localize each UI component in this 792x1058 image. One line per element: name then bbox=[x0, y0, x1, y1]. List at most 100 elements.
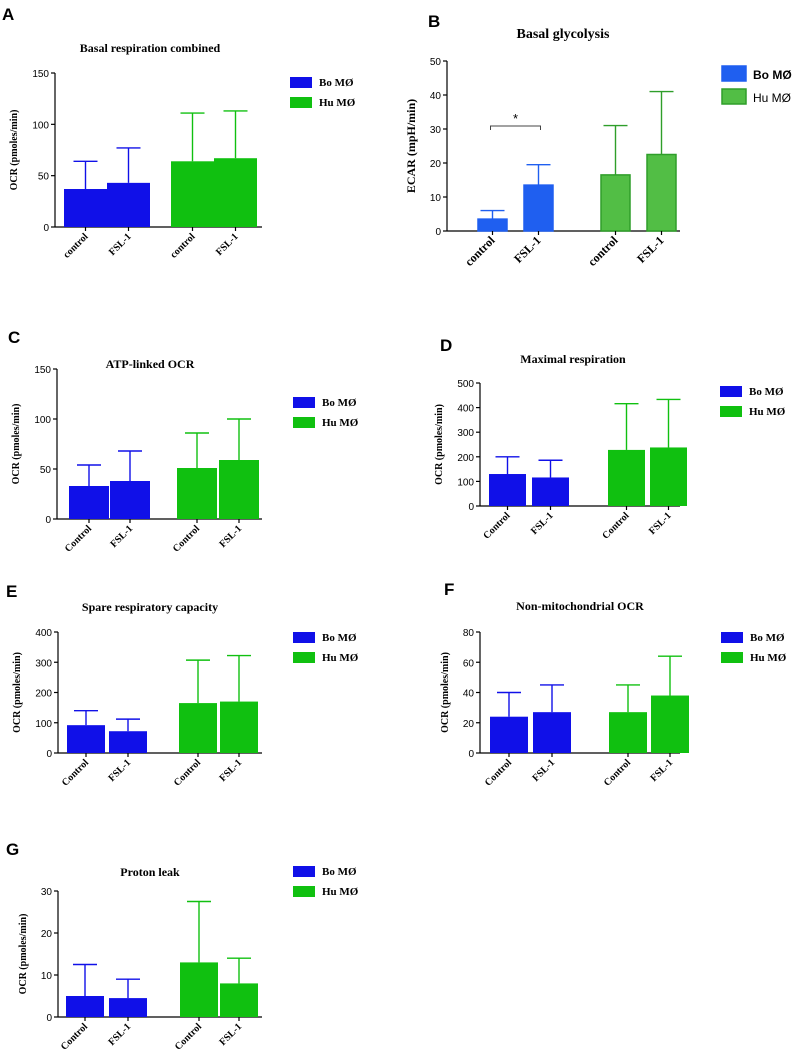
bar-bo-fsl-1 bbox=[532, 477, 569, 506]
legend-label-bo: Bo MØ bbox=[750, 632, 785, 644]
y-tick-label: 0 bbox=[46, 749, 52, 760]
y-tick-label: 30 bbox=[430, 125, 442, 136]
chart-panel-d: D Maximal respiration 0 100 200 300 400 500 OCR … bbox=[434, 336, 786, 542]
y-tick-label: 300 bbox=[35, 658, 52, 669]
y-axis-label: OCR (pmoles/min) bbox=[18, 914, 29, 995]
bar-bo-fsl-1 bbox=[523, 184, 554, 232]
legend-label-hu: Hu MØ bbox=[322, 652, 359, 664]
x-category-label: Control bbox=[59, 1021, 90, 1052]
panel-letter: C bbox=[8, 328, 20, 347]
chart-panel-f: F Non-mitochondrial OCR 0 20 40 60 80 OCR (pmol… bbox=[440, 580, 787, 789]
bar-hu-fsl-1 bbox=[220, 983, 258, 1017]
legend-swatch-hu bbox=[293, 652, 315, 663]
significance-marker: * bbox=[513, 111, 518, 126]
bar-bo-fsl-1 bbox=[533, 712, 571, 753]
bar-bo-control bbox=[66, 996, 104, 1017]
y-tick-label: 10 bbox=[41, 971, 53, 982]
y-tick-label: 200 bbox=[457, 453, 474, 464]
panel-letter: A bbox=[2, 5, 14, 24]
x-category-label: FSL-1 bbox=[107, 231, 134, 258]
y-tick-label: 150 bbox=[34, 365, 51, 376]
legend-label-bo: Bo MØ bbox=[322, 866, 357, 878]
chart-title: Non-mitochondrial OCR bbox=[516, 599, 644, 613]
y-tick-label: 0 bbox=[43, 223, 49, 234]
bar-bo-fsl-1 bbox=[109, 731, 147, 753]
bar-hu-control bbox=[177, 468, 217, 519]
y-tick-label: 40 bbox=[463, 689, 475, 700]
bar-hu-control bbox=[600, 174, 631, 232]
y-tick-label: 0 bbox=[45, 515, 51, 526]
x-category-label: FSL-1 bbox=[214, 231, 241, 258]
x-category-label: FSL-1 bbox=[108, 523, 135, 550]
bar-bo-control bbox=[489, 474, 526, 506]
legend-label-bo: Bo MØ bbox=[319, 77, 354, 89]
x-category-label: Control bbox=[602, 757, 633, 788]
legend-swatch-hu bbox=[290, 97, 312, 108]
bar-hu-control bbox=[171, 161, 214, 227]
y-tick-label: 0 bbox=[435, 227, 441, 238]
legend-label-hu: Hu MØ bbox=[749, 406, 786, 418]
x-category-label: FSL-1 bbox=[217, 757, 244, 784]
bar-bo-control bbox=[490, 716, 528, 753]
chart-title: Proton leak bbox=[120, 865, 180, 879]
legend-label-bo: Bo MØ bbox=[322, 397, 357, 409]
y-tick-label: 20 bbox=[463, 719, 475, 730]
x-category-label: FSL-1 bbox=[217, 523, 244, 550]
y-axis-label: OCR (pmoles/min) bbox=[11, 404, 22, 485]
panel-letter: D bbox=[440, 336, 452, 355]
chart-panel-c: C ATP-linked OCR 0 50 100 150 OCR (pmoles/min)… bbox=[8, 328, 359, 555]
panel-letter: E bbox=[6, 582, 17, 601]
legend-label-bo: Bo MØ bbox=[753, 68, 792, 82]
y-tick-label: 200 bbox=[35, 689, 52, 700]
x-category-label: FSL-1 bbox=[648, 757, 675, 784]
legend-swatch-bo bbox=[720, 386, 742, 397]
chart-title: Basal glycolysis bbox=[517, 27, 611, 42]
legend-swatch-hu bbox=[721, 652, 743, 663]
y-axis-label: OCR (pmoles/min) bbox=[9, 110, 20, 191]
bar-hu-control bbox=[608, 449, 645, 506]
bar-bo-fsl-1 bbox=[109, 998, 147, 1017]
legend-label-hu: Hu MØ bbox=[753, 91, 791, 105]
y-tick-label: 50 bbox=[430, 57, 442, 68]
x-category-label: Control bbox=[173, 1021, 204, 1052]
y-tick-label: 50 bbox=[38, 172, 50, 183]
y-tick-label: 60 bbox=[463, 658, 475, 669]
y-tick-label: 100 bbox=[32, 120, 49, 131]
x-category-label: control bbox=[462, 233, 498, 269]
legend-label-hu: Hu MØ bbox=[322, 886, 359, 898]
x-category-label: Control bbox=[171, 523, 202, 554]
x-category-label: control bbox=[61, 231, 90, 260]
y-tick-label: 100 bbox=[34, 415, 51, 426]
bar-hu-fsl-1 bbox=[650, 447, 687, 506]
panel-letter: G bbox=[6, 840, 19, 859]
legend-label-bo: Bo MØ bbox=[749, 386, 784, 398]
bar-bo-control bbox=[477, 218, 508, 232]
panel-letter: F bbox=[444, 580, 454, 599]
legend-swatch-bo bbox=[293, 632, 315, 643]
x-category-label: FSL-1 bbox=[647, 510, 674, 537]
significance-bracket bbox=[490, 125, 541, 130]
panel-letter: B bbox=[428, 12, 440, 31]
bar-bo-control bbox=[67, 725, 105, 753]
x-category-label: FSL-1 bbox=[511, 233, 544, 266]
y-axis-label: ECAR (mpH/min) bbox=[404, 99, 418, 193]
y-tick-label: 30 bbox=[41, 887, 53, 898]
x-category-label: Control bbox=[481, 510, 512, 541]
bar-hu-fsl-1 bbox=[214, 158, 257, 227]
y-axis-label: OCR (pmoles/min) bbox=[434, 404, 445, 485]
bar-hu-fsl-1 bbox=[651, 695, 689, 753]
bar-hu-fsl-1 bbox=[219, 460, 259, 519]
legend-label-hu: Hu MØ bbox=[319, 97, 356, 109]
legend-swatch-bo bbox=[293, 866, 315, 877]
y-axis-label: OCR (pmoles/min) bbox=[440, 652, 451, 733]
legend-swatch-bo bbox=[721, 632, 743, 643]
legend-label-hu: Hu MØ bbox=[322, 417, 359, 429]
chart-panel-e: E Spare respiratory capacity 0 100 200 300 400… bbox=[6, 582, 359, 789]
x-category-label: Control bbox=[60, 757, 91, 788]
y-tick-label: 0 bbox=[468, 749, 474, 760]
chart-title: Spare respiratory capacity bbox=[82, 600, 218, 614]
y-tick-label: 150 bbox=[32, 69, 49, 80]
bar-bo-control bbox=[69, 486, 109, 519]
bar-hu-fsl-1 bbox=[220, 701, 258, 753]
y-tick-label: 500 bbox=[457, 379, 474, 390]
